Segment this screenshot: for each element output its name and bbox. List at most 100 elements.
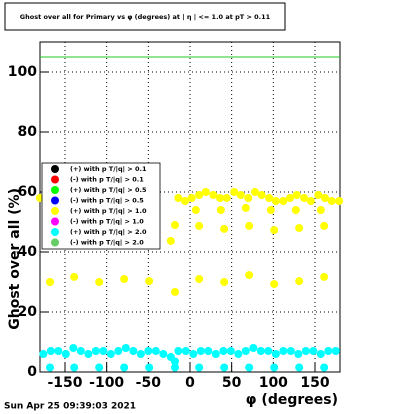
- data-point: [320, 272, 329, 281]
- y-tick-label: 20: [18, 304, 38, 320]
- y-tick-label: 100: [8, 64, 37, 80]
- data-point: [265, 194, 274, 202]
- x-axis-title: φ (degrees): [246, 392, 338, 408]
- data-point: [129, 347, 138, 355]
- data-point: [327, 197, 336, 205]
- data-point: [151, 347, 160, 355]
- data-point: [220, 278, 229, 286]
- data-point: [286, 347, 295, 355]
- legend-marker: [51, 186, 59, 194]
- data-point: [295, 363, 304, 372]
- data-point: [220, 224, 229, 233]
- data-point: [245, 271, 254, 280]
- data-point: [234, 350, 243, 358]
- data-point: [249, 344, 258, 352]
- data-point: [144, 347, 153, 355]
- data-point: [204, 347, 213, 355]
- data-point: [314, 191, 323, 199]
- data-point: [95, 278, 104, 286]
- data-point: [291, 206, 300, 214]
- x-tick-label: 50: [222, 375, 242, 391]
- legend-label: (-) with p T/|q| > 2.0: [70, 239, 144, 248]
- data-point: [321, 194, 329, 202]
- data-point: [300, 194, 309, 202]
- data-point: [230, 188, 239, 196]
- data-point: [181, 347, 190, 355]
- data-point: [187, 194, 196, 202]
- data-point: [324, 347, 333, 355]
- y-tick-label: 40: [18, 244, 38, 260]
- data-point: [95, 363, 104, 372]
- data-point: [271, 350, 280, 358]
- data-point: [195, 221, 204, 230]
- x-tick-label: -150: [47, 375, 82, 391]
- data-point: [286, 194, 294, 202]
- legend-label: (+) with p T/|q| > 2.0: [70, 228, 147, 237]
- legend-marker: [51, 217, 59, 226]
- data-point: [271, 197, 280, 205]
- data-point: [295, 277, 304, 286]
- data-point: [196, 347, 205, 355]
- data-point: [236, 191, 245, 199]
- legend-marker: [51, 175, 59, 184]
- data-point: [245, 221, 254, 230]
- data-point: [46, 278, 54, 286]
- legend-label: (-) with p T/|q| > 0.1: [70, 176, 144, 185]
- y-tick-label: 60: [18, 184, 38, 200]
- data-point: [264, 347, 273, 355]
- data-point: [316, 350, 325, 358]
- data-point: [320, 363, 329, 372]
- data-point: [145, 363, 154, 372]
- x-tick-label: -50: [136, 375, 162, 391]
- data-point: [251, 188, 259, 196]
- x-tick-label: 0: [185, 375, 195, 391]
- data-point: [216, 194, 224, 202]
- data-point: [320, 221, 329, 230]
- data-point: [70, 272, 79, 281]
- data-point: [171, 363, 179, 372]
- footer-date: Sun Apr 25 09:39:03 2021: [4, 402, 136, 412]
- data-point: [191, 206, 200, 214]
- data-point: [120, 275, 129, 283]
- data-point: [209, 191, 218, 199]
- y-axis-title: Ghost over all (%): [7, 188, 23, 330]
- data-point: [181, 197, 189, 205]
- data-point: [295, 224, 304, 232]
- data-point: [245, 363, 254, 372]
- title-box: [4, 2, 286, 31]
- data-point: [241, 203, 250, 212]
- data-point: [171, 357, 179, 366]
- legend-marker: [51, 165, 59, 173]
- data-point: [270, 226, 279, 235]
- legend-label: (-) with p T/|q| > 0.5: [70, 197, 144, 206]
- legend-label: (-) with p T/|q| > 1.0: [70, 218, 144, 227]
- data-point: [70, 363, 79, 372]
- data-point: [195, 191, 204, 199]
- data-point: [166, 236, 175, 245]
- y-tick-label: 80: [18, 124, 38, 140]
- data-point: [174, 194, 183, 202]
- data-point: [39, 350, 48, 358]
- chart-title: Ghost over all for Primary vs φ (degrees…: [20, 13, 271, 22]
- legend-box: [41, 162, 161, 250]
- data-point: [257, 191, 266, 199]
- data-point: [145, 277, 154, 286]
- data-point: [279, 347, 288, 355]
- legend-label: (+) with p T/|q| > 0.1: [70, 165, 147, 174]
- data-point: [292, 191, 301, 199]
- data-point: [294, 350, 303, 358]
- legend-marker: [51, 228, 59, 236]
- data-point: [244, 194, 253, 202]
- data-point: [219, 347, 228, 355]
- data-point: [106, 350, 115, 358]
- data-point: [136, 350, 145, 358]
- data-point: [226, 347, 235, 355]
- data-point: [46, 347, 55, 355]
- data-point: [195, 275, 204, 283]
- data-point: [159, 350, 168, 358]
- data-point: [270, 363, 279, 372]
- data-point: [301, 347, 310, 355]
- data-point: [316, 206, 325, 214]
- data-point: [114, 347, 123, 355]
